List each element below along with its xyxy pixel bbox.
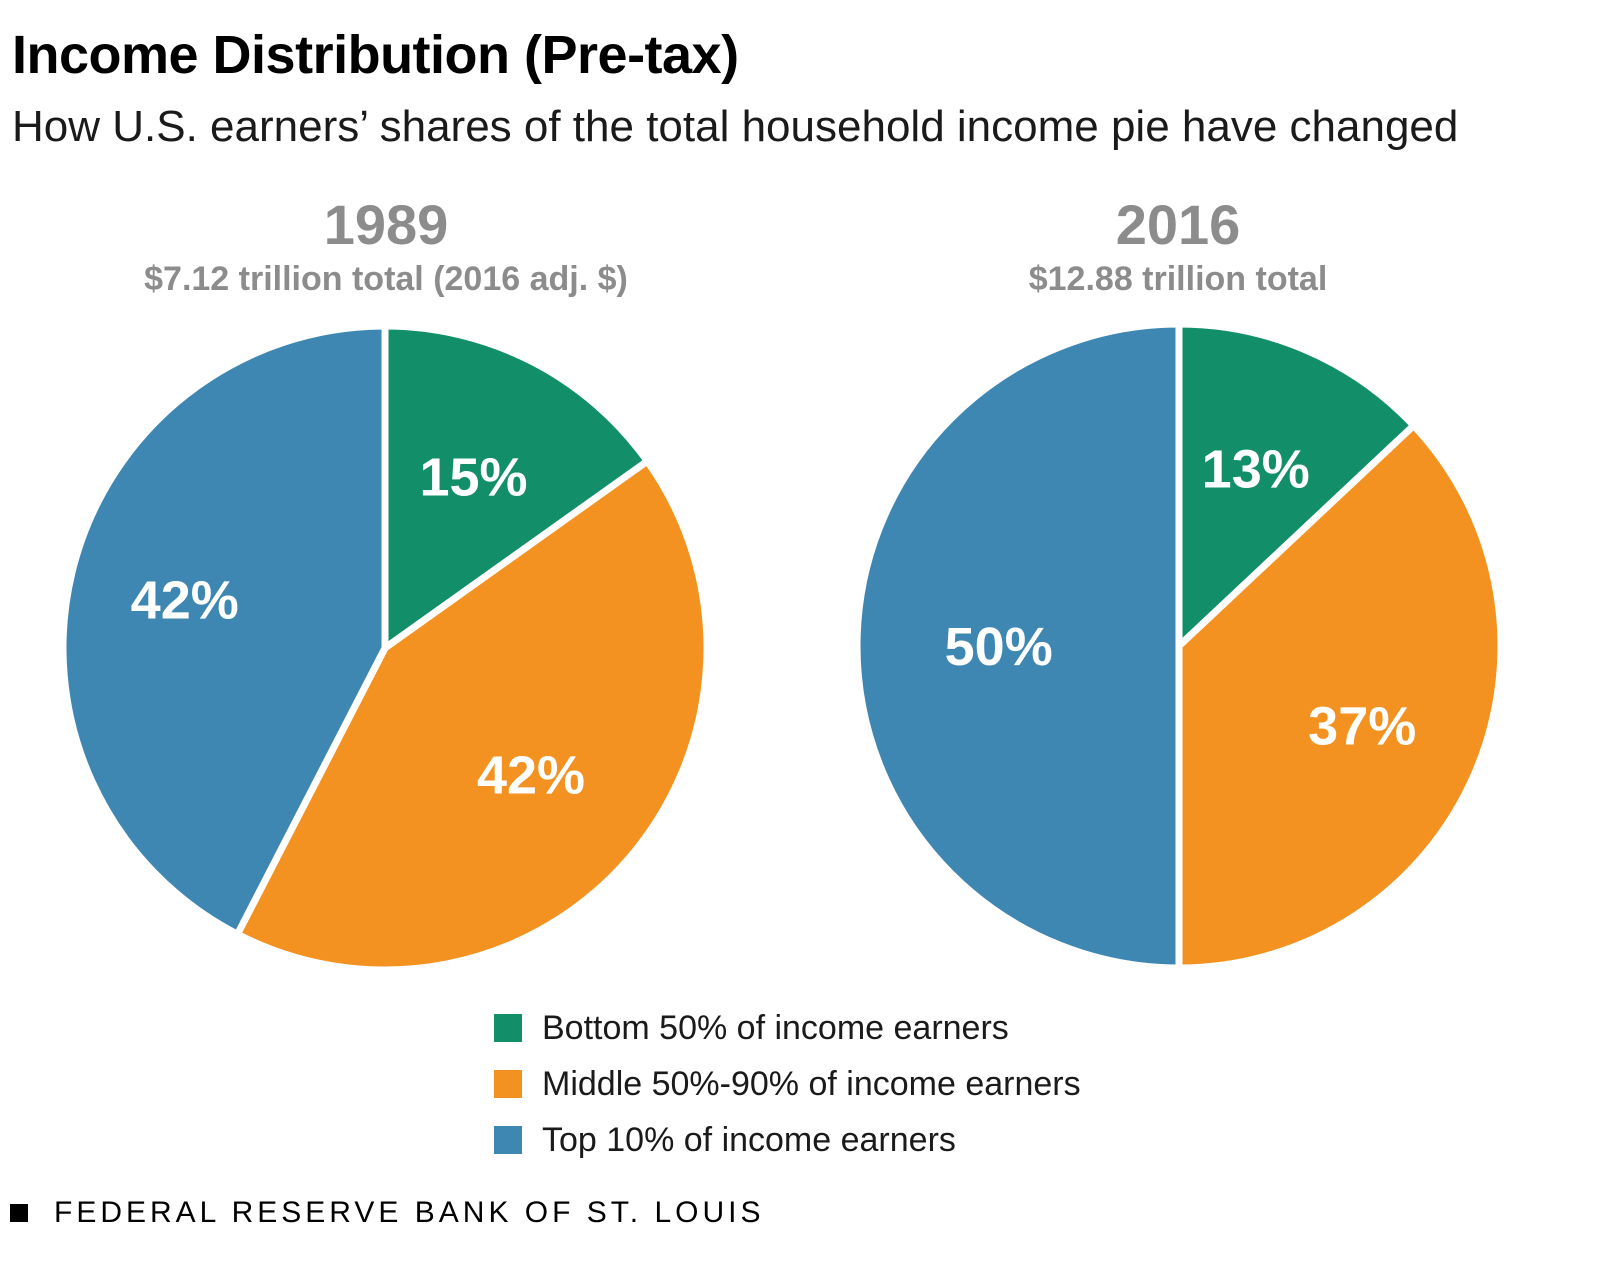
pie-1989-label-top: 42% [131,570,239,630]
pie-1989-slice-middle [233,457,711,974]
chart-subtitle: How U.S. earners’ shares of the total ho… [12,102,1459,151]
legend-item-middle: Middle 50%-90% of income earners [494,1056,1081,1112]
pie-1989-title: 1989 [323,193,449,256]
pie-1989-slice-top [59,322,389,938]
pie-2016: 13% 37% 50% [853,320,1505,972]
footer-square-icon [10,1204,28,1222]
pie-2016-total: $12.88 trillion total [1028,260,1328,298]
pie-1989: 15% 42% 42% [59,322,711,974]
pie-2016-slice-top [853,320,1183,972]
footer: FEDERAL RESERVE BANK OF ST. LOUIS [10,1196,765,1230]
pie-2016-label-top: 50% [945,617,1053,677]
legend-swatch-bottom [494,1014,522,1042]
legend: Bottom 50% of income earners Middle 50%-… [494,1000,1081,1168]
legend-item-bottom: Bottom 50% of income earners [494,1000,1081,1056]
legend-swatch-middle [494,1070,522,1098]
legend-item-top: Top 10% of income earners [494,1112,1081,1168]
chart-title: Income Distribution (Pre-tax) [12,25,739,85]
pie-2016-slice-middle [1175,422,1505,972]
footer-source: FEDERAL RESERVE BANK OF ST. LOUIS [54,1196,765,1229]
pie-2016-label-bottom: 13% [1202,440,1310,500]
pie-1989-total: $7.12 trillion total (2016 adj. $) [144,260,628,298]
legend-label-bottom: Bottom 50% of income earners [542,1008,1009,1047]
pie-1989-label-middle: 42% [477,746,585,806]
pie-1989-label-bottom: 15% [419,447,527,507]
legend-label-middle: Middle 50%-90% of income earners [542,1064,1081,1103]
pie-1989-slice-bottom [381,322,651,652]
pie-2016-label-middle: 37% [1308,696,1416,756]
legend-swatch-top [494,1126,522,1154]
pie-2016-slice-bottom [1175,320,1418,650]
legend-label-top: Top 10% of income earners [542,1120,956,1159]
pie-2016-title: 2016 [1115,193,1241,256]
